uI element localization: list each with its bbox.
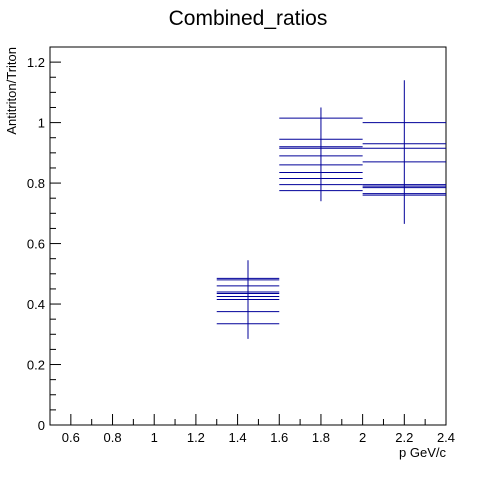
x-tick-label: 1 bbox=[151, 430, 158, 445]
x-tick-label: 2.2 bbox=[395, 430, 413, 445]
plot-frame bbox=[50, 47, 446, 425]
y-tick-label: 1 bbox=[38, 116, 45, 131]
x-tick-label: 1.8 bbox=[312, 430, 330, 445]
y-tick-label: 0.8 bbox=[27, 176, 45, 191]
data-layer bbox=[217, 80, 446, 339]
x-tick-label: 2.4 bbox=[437, 430, 455, 445]
chart-title: Combined_ratios bbox=[169, 7, 328, 30]
x-axis-label: p GeV/c bbox=[399, 445, 446, 460]
x-tick-label: 2 bbox=[359, 430, 366, 445]
y-tick-label: 0.4 bbox=[27, 297, 45, 312]
y-tick-label: 0.2 bbox=[27, 358, 45, 373]
y-tick-label: 1.2 bbox=[27, 55, 45, 70]
x-tick-label: 0.6 bbox=[62, 430, 80, 445]
x-axis: 0.6 0.8 1 1.2 1.4 1.6 1.8 2 2.2 2.4 bbox=[50, 414, 455, 445]
x-tick-label: 1.2 bbox=[187, 430, 205, 445]
y-axis-label: Antitriton/Triton bbox=[4, 47, 19, 135]
x-tick-label: 1.4 bbox=[229, 430, 247, 445]
x-tick-label: 0.8 bbox=[103, 430, 121, 445]
y-tick-label: 0.6 bbox=[27, 237, 45, 252]
y-axis: 0 0.2 0.4 0.6 0.8 1 1.2 bbox=[27, 47, 61, 433]
x-tick-label: 1.6 bbox=[270, 430, 288, 445]
y-tick-label: 0 bbox=[38, 418, 45, 433]
